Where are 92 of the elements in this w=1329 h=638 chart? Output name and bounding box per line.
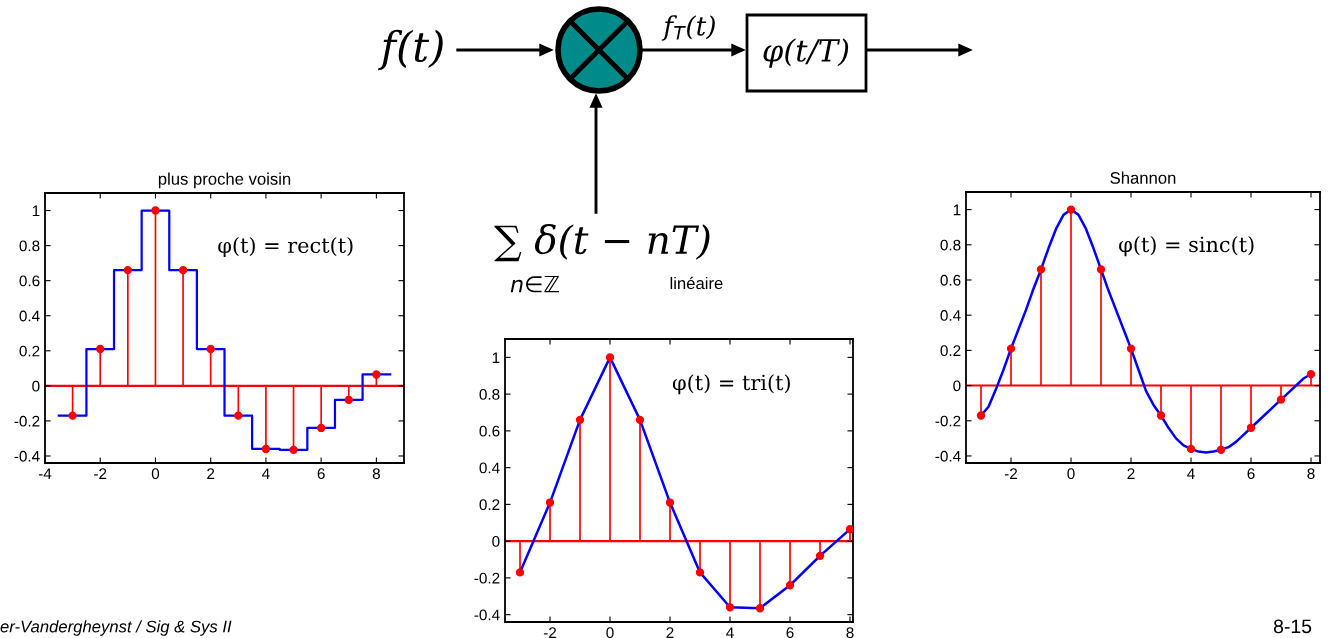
point	[845, 525, 853, 534]
point	[665, 498, 675, 507]
y-tick-label: 1	[953, 204, 961, 216]
y-tick-label: -0.2	[474, 572, 500, 584]
x-tick-label: 6	[1247, 468, 1255, 480]
text: f(t)	[378, 29, 443, 71]
y-tick-label: -0.4	[474, 609, 500, 621]
point	[1156, 411, 1166, 420]
x-tick-label: 8	[846, 627, 854, 638]
point	[372, 370, 381, 379]
y-tick-label: 0.6	[479, 425, 500, 437]
y-tick-label: 1	[492, 352, 500, 363]
annotation: φ(t) = tri(t)	[672, 374, 790, 395]
point	[1246, 423, 1256, 432]
point	[755, 604, 765, 613]
y-tick-label: 0.2	[19, 345, 40, 357]
point	[261, 444, 271, 454]
text: f$_{T}$(t)	[661, 15, 715, 41]
point	[1186, 444, 1196, 454]
y-tick-label: 0	[32, 380, 40, 392]
y-tick-label: 0.8	[479, 389, 500, 400]
x-tick-label: 0	[151, 468, 160, 480]
x-tick-label: 4	[726, 627, 734, 638]
chart-title: Shannon	[1110, 171, 1176, 184]
point	[123, 265, 133, 275]
point	[976, 411, 986, 420]
y-tick-label: 0.4	[479, 462, 500, 474]
point	[725, 603, 735, 612]
point	[1096, 265, 1106, 274]
point	[545, 498, 555, 507]
y-tick-label: 0	[492, 536, 500, 547]
point	[785, 581, 795, 590]
chart-title: plus proche voisin	[158, 172, 291, 189]
annotation: φ(t) = sinc(t)	[1119, 236, 1254, 257]
y-tick-label: 0	[953, 380, 961, 392]
x-tick-label: 6	[786, 627, 794, 638]
point	[178, 265, 188, 275]
y-tick-label: -0.2	[935, 415, 961, 427]
point	[1126, 344, 1136, 353]
x-tick-label: -2	[94, 468, 107, 479]
point	[289, 445, 298, 455]
x-tick-label: 2	[666, 627, 674, 638]
x-tick-label: -4	[38, 468, 52, 479]
point	[1036, 265, 1046, 274]
y-tick-label: 0.6	[19, 275, 40, 287]
text: ∑ δ(t − nT)	[494, 223, 710, 262]
text: n∈ℤ	[510, 275, 559, 293]
point	[1006, 344, 1016, 353]
x-tick-label: 4	[1187, 468, 1195, 479]
x-tick-label: 8	[1307, 468, 1315, 480]
point	[575, 415, 585, 425]
text: er-Vandergheynst / Sig & Sys II	[0, 620, 232, 636]
point	[234, 411, 243, 420]
y-tick-label: 0.2	[479, 499, 500, 511]
point	[68, 411, 77, 420]
point	[316, 423, 326, 433]
y-tick-label: 1	[32, 205, 40, 217]
point	[206, 344, 215, 354]
point	[151, 206, 160, 215]
point	[1216, 445, 1226, 454]
y-tick-label: 0.8	[940, 239, 961, 251]
y-tick-label: 0.4	[940, 310, 961, 321]
y-tick-label: 0.8	[19, 240, 40, 252]
point	[815, 551, 825, 561]
x-tick-label: 0	[1067, 468, 1075, 480]
y-tick-label: -0.2	[14, 415, 40, 427]
text: 8-15	[1273, 619, 1312, 634]
y-tick-label: -0.4	[935, 450, 961, 462]
chart-title: linéaire	[670, 276, 723, 290]
annotation: φ(t) = rect(t)	[218, 236, 353, 258]
point	[605, 353, 615, 362]
x-tick-label: -2	[1004, 468, 1018, 479]
x-tick-label: -2	[543, 627, 557, 638]
point	[344, 395, 353, 405]
y-tick-label: 0.4	[19, 310, 40, 322]
y-tick-label: 0.6	[940, 274, 961, 286]
x-tick-label: 2	[1127, 468, 1135, 479]
point	[96, 344, 105, 354]
point	[515, 568, 525, 577]
x-tick-label: 8	[372, 468, 380, 480]
text: φ(t/T)	[763, 38, 849, 68]
x-tick-label: 6	[317, 468, 325, 480]
point	[1306, 369, 1316, 379]
y-tick-label: -0.4	[14, 450, 40, 462]
x-tick-label: 2	[207, 468, 215, 479]
point	[1066, 205, 1076, 214]
point	[635, 415, 645, 425]
point	[695, 568, 705, 577]
y-tick-label: 0.2	[940, 345, 961, 357]
x-tick-label: 4	[262, 468, 270, 479]
point	[1276, 395, 1286, 404]
x-tick-label: 0	[606, 627, 614, 638]
